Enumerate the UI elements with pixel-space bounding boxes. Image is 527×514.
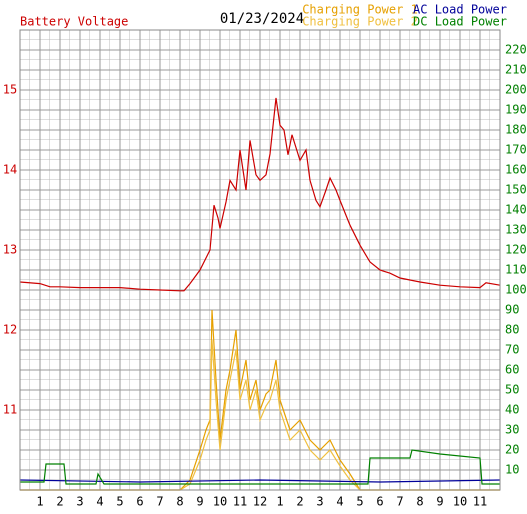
x-tick-label: 6: [376, 495, 383, 509]
legend-label: AC Load Power: [413, 3, 507, 17]
y-tick-label: 14: [3, 163, 17, 177]
x-tick-label: 8: [416, 495, 423, 509]
y2-tick-label: 30: [505, 423, 519, 437]
x-tick-label: 4: [96, 495, 103, 509]
y-tick-label: 15: [3, 83, 17, 97]
y2-tick-label: 130: [505, 223, 527, 237]
y2-tick-label: 100: [505, 283, 527, 297]
y2-tick-label: 160: [505, 163, 527, 177]
y2-tick-label: 80: [505, 323, 519, 337]
x-tick-label: 8: [176, 495, 183, 509]
x-tick-label: 7: [396, 495, 403, 509]
y-tick-label: 12: [3, 323, 17, 337]
y2-tick-label: 60: [505, 363, 519, 377]
series-line: [19, 97, 501, 292]
y2-tick-label: 200: [505, 83, 527, 97]
y2-tick-label: 110: [505, 263, 527, 277]
legend-label: Charging Power 1: [302, 3, 418, 17]
y2-tick-label: 180: [505, 123, 527, 137]
y2-tick-label: 120: [505, 243, 527, 257]
series-line: [19, 479, 501, 483]
plot-border: [19, 29, 501, 491]
y2-tick-label: 70: [505, 343, 519, 357]
x-tick-label: 5: [356, 495, 363, 509]
y2-tick-label: 190: [505, 103, 527, 117]
x-tick-label: 7: [156, 495, 163, 509]
x-tick-label: 12: [253, 495, 267, 509]
y2-tick-label: 40: [505, 403, 519, 417]
x-tick-label: 4: [336, 495, 343, 509]
legend-label: DC Load Power: [413, 15, 507, 29]
x-tick-label: 1: [276, 495, 283, 509]
legend-label: Charging Power 2: [302, 15, 418, 29]
x-tick-label: 3: [316, 495, 323, 509]
y2-tick-label: 10: [505, 463, 519, 477]
y2-tick-label: 140: [505, 203, 527, 217]
y2-tick-label: 90: [505, 303, 519, 317]
grid: [20, 30, 500, 490]
y2-tick-label: 220: [505, 43, 527, 57]
chart-title: 01/23/2024: [220, 11, 304, 27]
x-tick-label: 11: [233, 495, 247, 509]
y-tick-label: 11: [3, 403, 17, 417]
x-tick-label: 9: [436, 495, 443, 509]
x-tick-label: 3: [76, 495, 83, 509]
y2-tick-label: 50: [505, 383, 519, 397]
series-line: [20, 339, 500, 491]
x-tick-label: 10: [213, 495, 227, 509]
x-tick-label: 9: [196, 495, 203, 509]
series-group: [19, 97, 501, 491]
x-tick-label: 6: [136, 495, 143, 509]
y2-tick-label: 20: [505, 443, 519, 457]
y-tick-label: 13: [3, 243, 17, 257]
x-tick-label: 5: [116, 495, 123, 509]
x-tick-label: 10: [453, 495, 467, 509]
x-tick-label: 2: [296, 495, 303, 509]
y2-tick-label: 210: [505, 63, 527, 77]
series-line: [20, 449, 500, 485]
x-tick-label: 1: [36, 495, 43, 509]
y2-tick-label: 150: [505, 183, 527, 197]
x-tick-label: 2: [56, 495, 63, 509]
x-tick-label: 11: [473, 495, 487, 509]
y2-tick-label: 170: [505, 143, 527, 157]
series-line: [20, 309, 500, 491]
y-axis-label: Battery Voltage: [20, 15, 128, 29]
